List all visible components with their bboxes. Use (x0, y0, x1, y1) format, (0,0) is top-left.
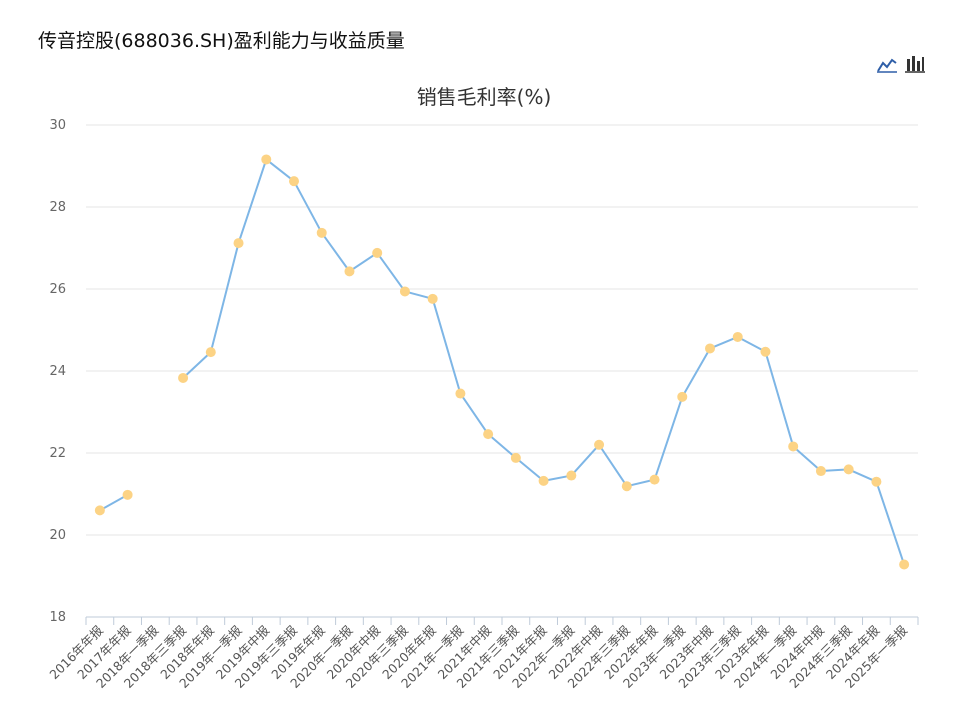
data-point[interactable] (94, 505, 105, 516)
data-point[interactable] (205, 347, 216, 358)
data-point[interactable] (815, 466, 826, 477)
data-point[interactable] (649, 474, 660, 485)
data-point[interactable] (483, 429, 494, 440)
y-tick-label: 30 (49, 118, 66, 133)
y-tick-label: 26 (49, 282, 66, 297)
series-line (99, 493, 129, 512)
data-point[interactable] (566, 470, 577, 481)
data-point[interactable] (510, 452, 521, 463)
data-point[interactable] (178, 372, 189, 383)
data-point[interactable] (621, 481, 632, 492)
grid-lines (86, 124, 918, 618)
series-line (182, 158, 906, 565)
data-point[interactable] (455, 388, 466, 399)
data-point[interactable] (122, 489, 133, 500)
data-point[interactable] (233, 238, 244, 249)
data-point[interactable] (399, 286, 410, 297)
y-tick-label: 20 (49, 528, 66, 543)
x-axis: 2016年年报2017年年报2018年一季报2018年三季报2018年年报201… (46, 617, 919, 691)
data-point[interactable] (788, 441, 799, 452)
data-point[interactable] (732, 331, 743, 342)
series-lines (99, 158, 906, 565)
line-chart-icon[interactable] (876, 54, 898, 74)
data-point[interactable] (677, 391, 688, 402)
data-point[interactable] (289, 176, 299, 187)
series-points (94, 154, 910, 570)
y-tick-label: 22 (49, 446, 66, 461)
page-title: 传音控股(688036.SH)盈利能力与收益质量 (38, 30, 405, 52)
data-point[interactable] (843, 464, 854, 475)
data-point[interactable] (705, 343, 715, 354)
y-axis: 18 20 22 24 26 28 30 (49, 118, 66, 625)
y-tick-label: 24 (49, 364, 66, 379)
bar-chart-icon[interactable] (904, 54, 926, 74)
data-point[interactable] (344, 266, 355, 277)
data-point[interactable] (899, 559, 910, 570)
y-tick-label: 18 (49, 610, 66, 625)
chart-toolbar (876, 54, 926, 74)
data-point[interactable] (427, 293, 438, 304)
data-point[interactable] (760, 346, 771, 357)
data-point[interactable] (594, 439, 605, 450)
data-point[interactable] (538, 475, 549, 486)
chart-title: 销售毛利率(%) (417, 85, 552, 109)
data-point[interactable] (316, 227, 327, 238)
data-point[interactable] (871, 476, 882, 487)
data-point[interactable] (372, 247, 383, 258)
data-point[interactable] (261, 154, 272, 165)
y-tick-label: 28 (49, 200, 66, 215)
